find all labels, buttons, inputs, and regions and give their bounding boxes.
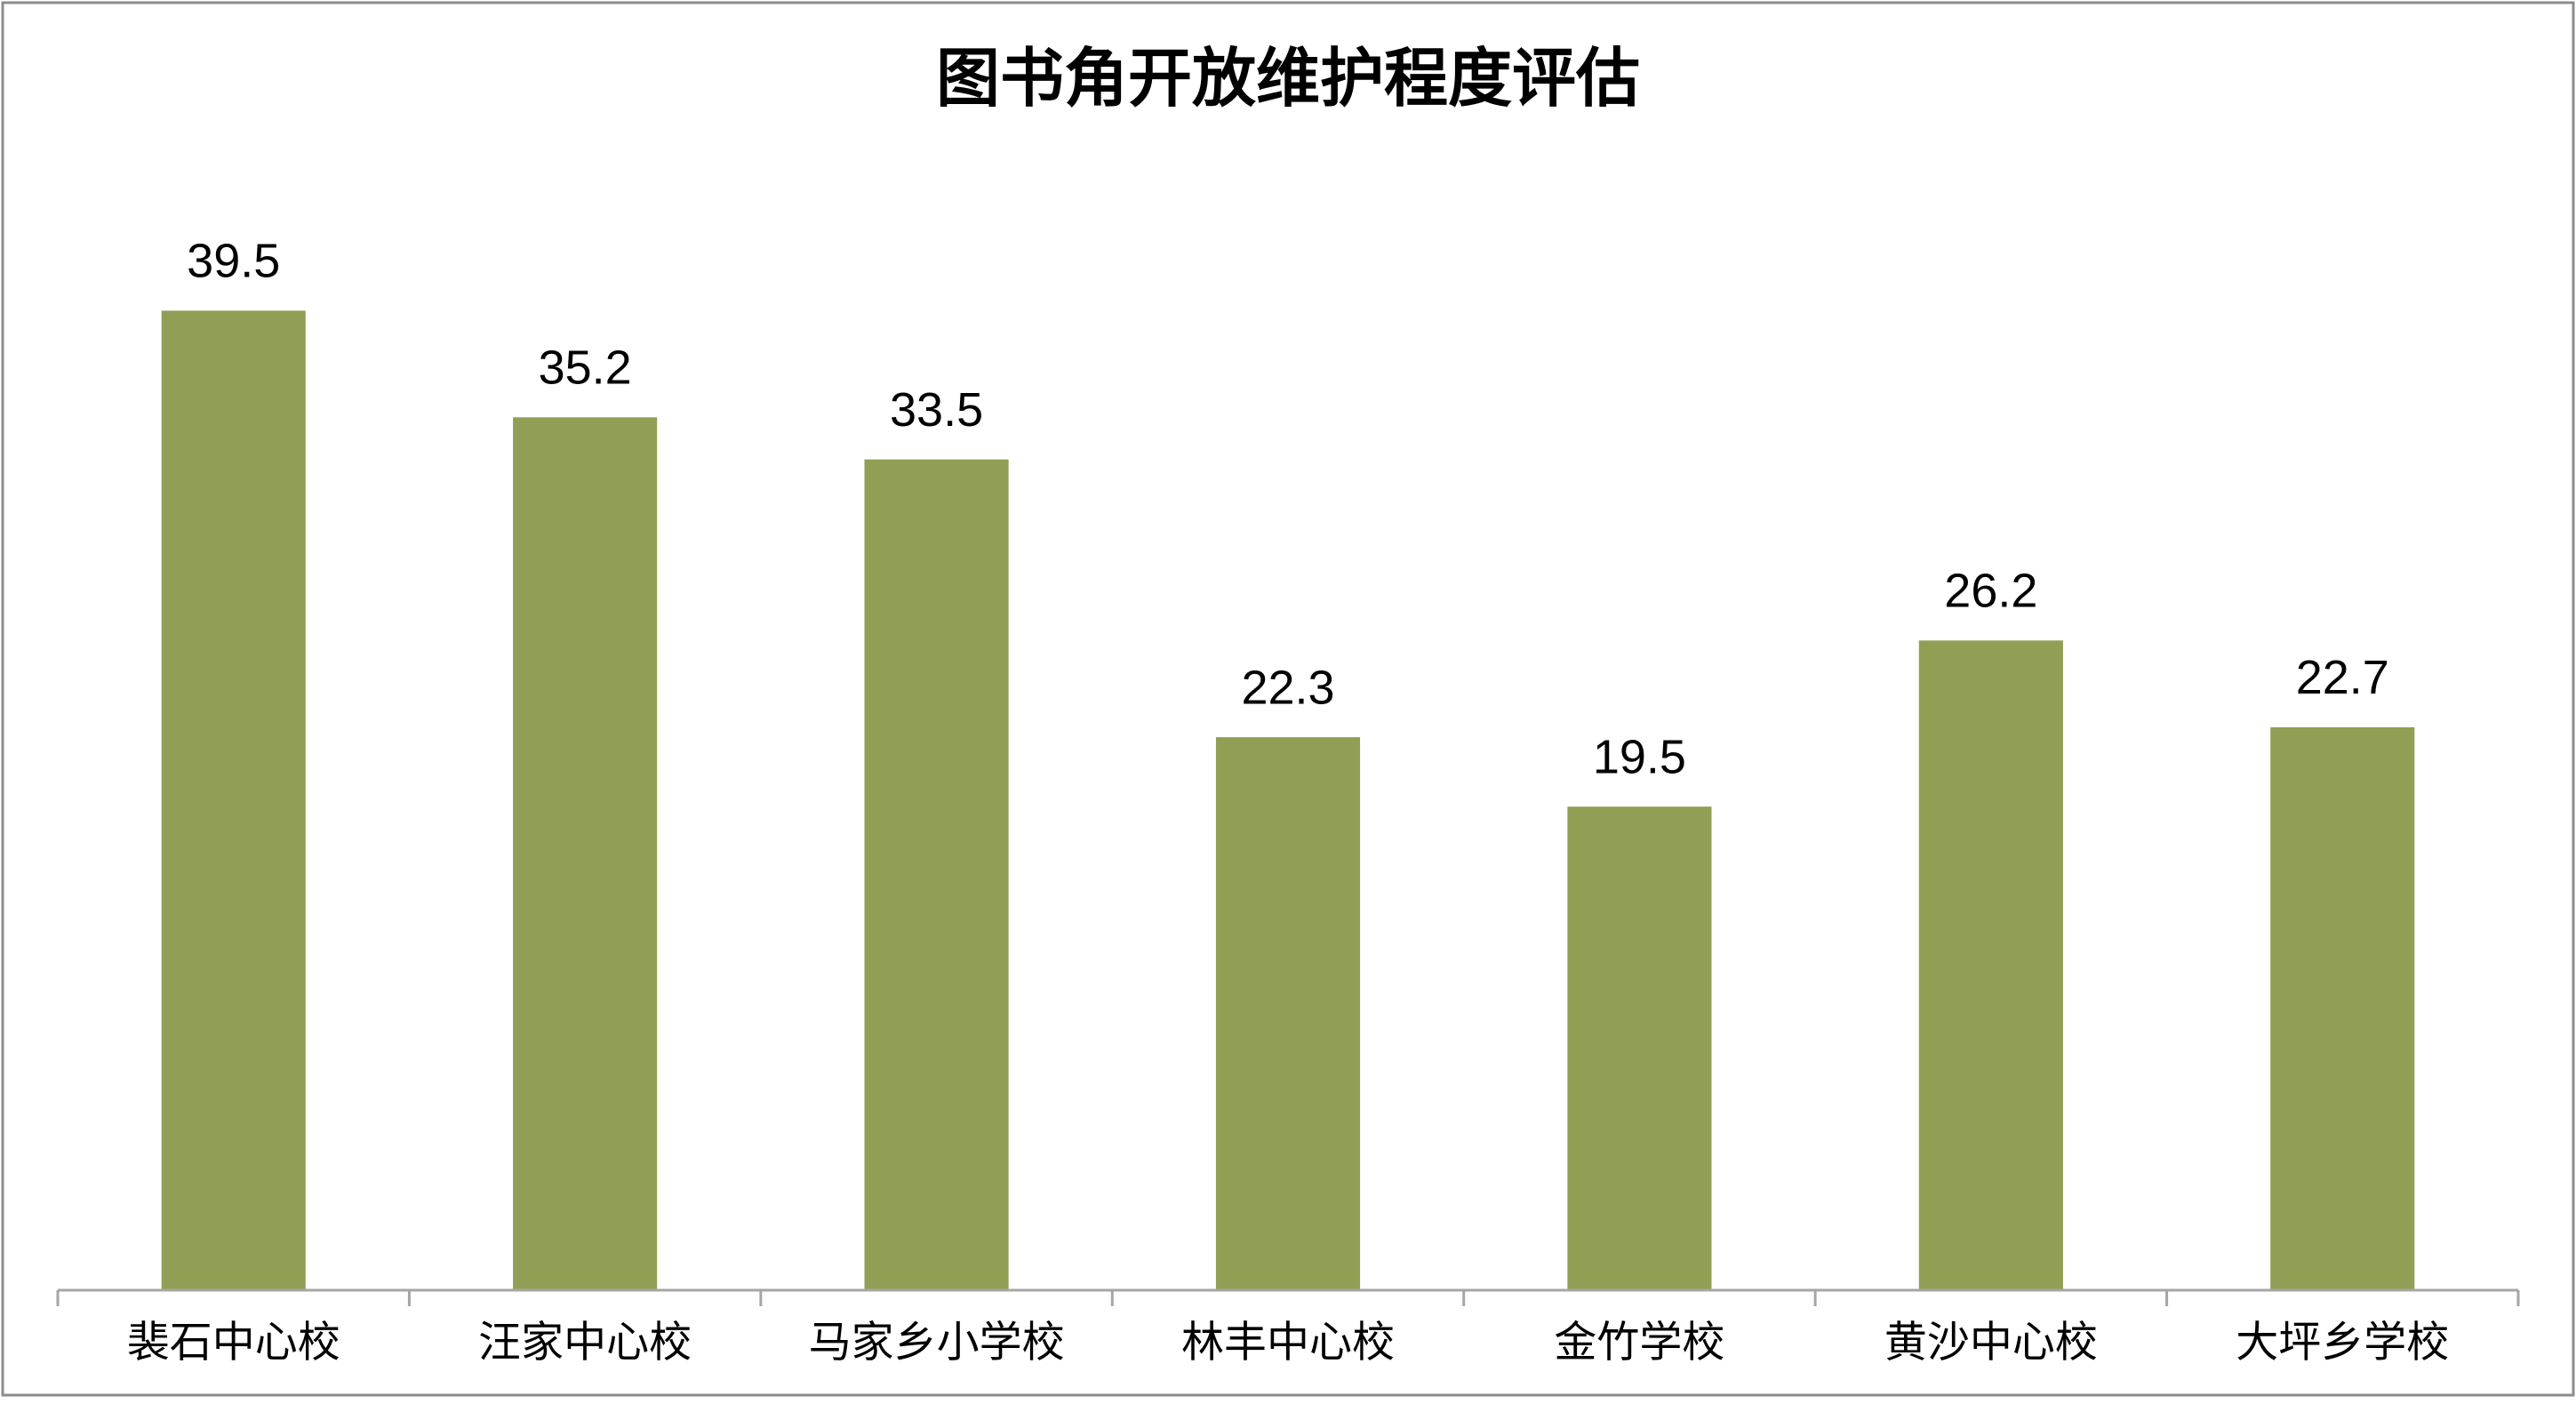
x-tick-label: 林丰中心校 bbox=[1181, 1320, 1395, 1367]
bar bbox=[1918, 640, 2063, 1290]
chart-title: 图书角开放维护程度评估 bbox=[936, 44, 1640, 115]
value-label: 33.5 bbox=[890, 383, 983, 437]
value-label: 39.5 bbox=[187, 235, 280, 288]
bar bbox=[2270, 726, 2415, 1290]
x-tick-label: 裴石中心校 bbox=[127, 1320, 340, 1367]
value-label: 22.7 bbox=[2296, 651, 2389, 704]
x-tick-label: 马家乡小学校 bbox=[809, 1320, 1065, 1367]
x-tick-label: 大坪乡学校 bbox=[2236, 1320, 2449, 1367]
bar bbox=[1567, 806, 1712, 1290]
value-label: 22.3 bbox=[1241, 661, 1334, 714]
x-tick-label: 金竹学校 bbox=[1554, 1320, 1724, 1367]
x-tick-label: 黄沙中心校 bbox=[1884, 1320, 2098, 1367]
bar bbox=[513, 417, 658, 1290]
value-label: 26.2 bbox=[1944, 565, 2037, 618]
x-tick-label: 汪家中心校 bbox=[478, 1320, 692, 1367]
bar bbox=[161, 310, 306, 1290]
bar bbox=[1215, 737, 1361, 1290]
bar bbox=[864, 459, 1009, 1290]
value-label: 19.5 bbox=[1593, 730, 1686, 783]
value-label: 35.2 bbox=[539, 341, 632, 395]
